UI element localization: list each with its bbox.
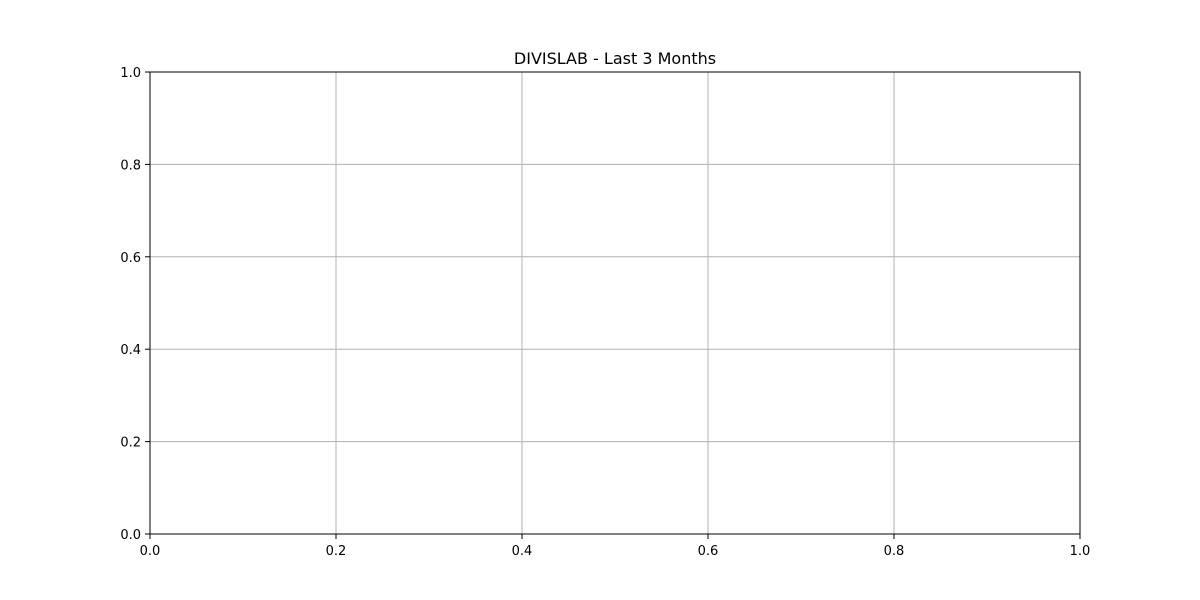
- axes-frame: [149, 71, 1081, 535]
- x-tick-label: 1.0: [1070, 544, 1091, 559]
- y-tick-label: 0.4: [120, 343, 141, 358]
- x-tick-label: 0.6: [698, 544, 719, 559]
- chart-title: DIVISLAB - Last 3 Months: [514, 49, 716, 68]
- x-tick-label: 0.2: [326, 544, 347, 559]
- x-tick-label: 0.8: [884, 544, 905, 559]
- y-tick-label: 1.0: [120, 66, 141, 81]
- y-tick-label: 0.2: [120, 436, 141, 451]
- y-tick-label: 0.6: [120, 251, 141, 266]
- x-axis: 0.0 0.2 0.4 0.6 0.8 1.0: [140, 534, 1091, 559]
- x-tick-label: 0.4: [512, 544, 533, 559]
- y-axis: 0.0 0.2 0.4 0.6 0.8 1.0: [120, 66, 150, 543]
- y-tick-label: 0.0: [120, 528, 141, 543]
- x-tick-label: 0.0: [140, 544, 161, 559]
- y-tick-label: 0.8: [120, 158, 141, 173]
